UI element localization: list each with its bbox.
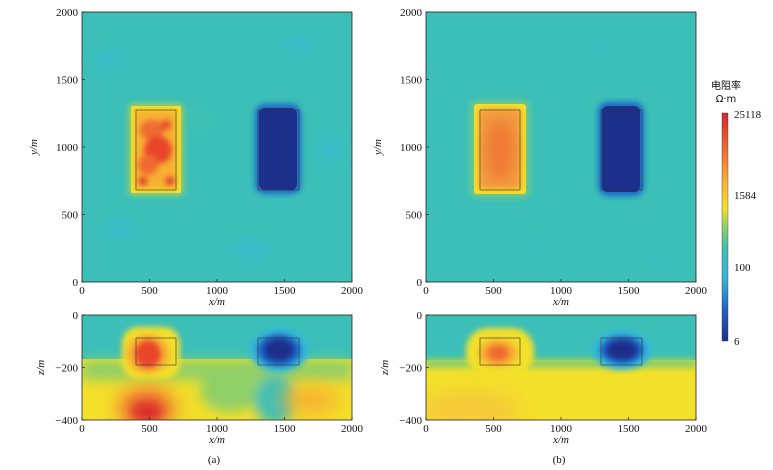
section-b-low-core — [606, 340, 638, 360]
y-tick-label: 2000 — [400, 7, 423, 19]
x-tick-label: 1500 — [618, 423, 641, 435]
x-tick-label: 2000 — [685, 423, 708, 435]
x-tick-label: 500 — [141, 285, 158, 297]
y-axis-label: z/m — [35, 360, 47, 376]
caption-a: (a) — [208, 454, 221, 466]
panel-b-plan: 0 500 1000 1500 2000 0 500 1000 1500 2000 x/m y/m — [372, 7, 708, 308]
y-tick-label: 0 — [73, 277, 79, 289]
plan-b-noise — [532, 44, 668, 266]
y-axis-label: y/m — [28, 139, 40, 156]
x-tick-label: 1000 — [206, 423, 229, 435]
y-axis-label: z/m — [379, 360, 391, 376]
colorbar-gradient — [721, 112, 729, 342]
x-tick-label: 1500 — [274, 285, 297, 297]
colorbar-tick-label: 25118 — [734, 109, 762, 121]
plan-b-axes: 0 500 1000 1500 2000 0 500 1000 1500 2000 x/m y/m — [372, 7, 708, 308]
plan-a-noise — [96, 37, 340, 260]
plan-a-low-outline — [257, 109, 300, 191]
x-axis-label: x/m — [552, 296, 569, 308]
x-tick-label: 2000 — [341, 423, 364, 435]
y-tick-label: 1500 — [56, 75, 79, 87]
x-tick-label: 1000 — [550, 423, 573, 435]
y-tick-label: 500 — [62, 210, 79, 222]
y-tick-label: 0 — [417, 277, 423, 289]
colorbar-unit: Ω·m — [716, 94, 737, 105]
y-tick-label: 1000 — [400, 142, 423, 154]
plan-b-background — [426, 12, 696, 282]
x-tick-label: 1000 — [550, 285, 573, 297]
y-tick-label: 1000 — [56, 142, 79, 154]
plan-b-low-outline — [600, 109, 643, 191]
section-b-high-outline — [479, 337, 521, 366]
x-tick-label: 500 — [485, 285, 502, 297]
section-a-high-outline — [135, 337, 177, 366]
section-b-low-outline — [600, 337, 643, 366]
colorbar-tick-label: 100 — [734, 262, 751, 274]
x-tick-label: 2000 — [341, 285, 364, 297]
panel-a-section: 0 500 1000 1500 2000 0 −200 −400 x/m z/m — [35, 310, 364, 446]
colorbar-title: 电阻率 — [711, 79, 741, 92]
section-b-transition — [426, 358, 696, 368]
x-tick-label: 0 — [423, 285, 429, 297]
plan-b-low-body — [602, 106, 640, 192]
x-tick-label: 500 — [141, 423, 158, 435]
y-tick-label: −200 — [399, 363, 422, 375]
panel-b-section: 0 500 1000 1500 2000 0 −200 −400 x/m z/m — [379, 310, 708, 446]
y-axis-label: y/m — [372, 139, 384, 156]
section-b-deep-warm — [426, 392, 520, 420]
plan-a-high-hot — [138, 120, 174, 185]
section-a-deep-core — [131, 402, 163, 420]
plan-a-high-outline — [135, 109, 177, 191]
x-axis-label: x/m — [208, 434, 225, 446]
colorbar-tick-label: 1584 — [734, 190, 757, 202]
section-a-low-outline — [257, 337, 300, 366]
caption-b: (b) — [553, 454, 566, 466]
x-axis-label: x/m — [552, 434, 569, 446]
y-tick-label: 500 — [406, 210, 423, 222]
section-b-axes: 0 500 1000 1500 2000 0 −200 −400 x/m z/m — [379, 310, 708, 446]
y-tick-label: 0 — [417, 310, 423, 322]
plan-a-axes: 0 500 1000 1500 2000 0 500 1000 1500 2000 x/m y/m — [28, 7, 364, 308]
x-axis-label: x/m — [208, 296, 225, 308]
panel-a-plan: 0 500 1000 1500 2000 0 500 1000 1500 2000 x/m y/m — [28, 7, 364, 308]
x-tick-label: 0 — [79, 285, 85, 297]
section-b-high-core — [487, 345, 509, 361]
y-tick-label: 0 — [73, 310, 79, 322]
x-tick-label: 500 — [485, 423, 502, 435]
x-tick-label: 0 — [79, 423, 85, 435]
colorbar-tick-label: 6 — [734, 336, 740, 348]
section-a-axes: 0 500 1000 1500 2000 0 −200 −400 x/m z/m — [35, 310, 364, 446]
plan-b-high-outline — [479, 109, 521, 191]
y-tick-label: −200 — [55, 363, 78, 375]
x-tick-label: 1500 — [274, 423, 297, 435]
x-tick-label: 1000 — [206, 285, 229, 297]
colorbar: 电阻率 Ω·m 25118 1584 100 6 — [711, 79, 762, 348]
x-tick-label: 2000 — [685, 285, 708, 297]
x-tick-label: 0 — [423, 423, 429, 435]
y-tick-label: 2000 — [56, 7, 79, 19]
y-tick-label: −400 — [399, 415, 422, 427]
section-a-low-core — [264, 339, 294, 361]
plan-a-low-body — [259, 108, 297, 190]
y-tick-label: 1500 — [400, 75, 423, 87]
x-tick-label: 1500 — [618, 285, 641, 297]
plan-a-background — [82, 12, 352, 282]
section-a-high-core — [135, 340, 161, 368]
plan-b-high-hot — [486, 120, 514, 180]
y-tick-label: −400 — [55, 415, 78, 427]
